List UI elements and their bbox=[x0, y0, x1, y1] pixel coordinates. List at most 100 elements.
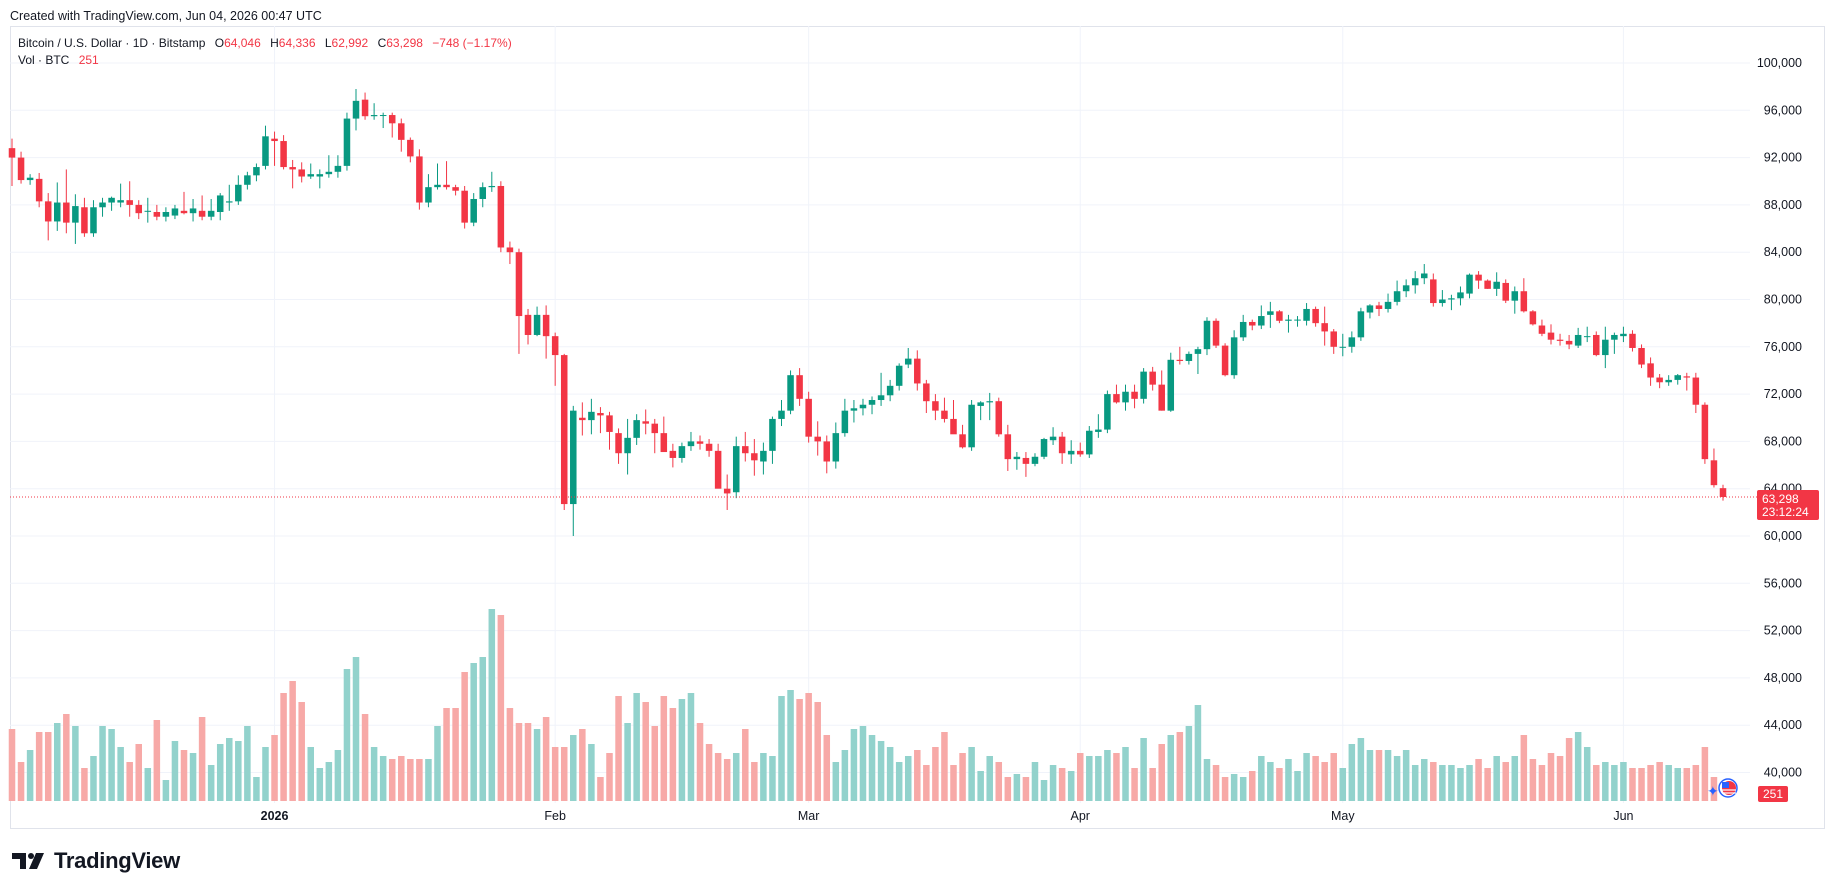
volume-bar bbox=[1502, 762, 1509, 801]
volume-bar bbox=[769, 756, 776, 801]
volume-bar bbox=[787, 690, 794, 801]
volume-bar bbox=[923, 765, 930, 801]
candle-body bbox=[81, 207, 88, 234]
flag-icon[interactable] bbox=[1718, 778, 1738, 798]
candle-body bbox=[1683, 376, 1691, 378]
volume-bar bbox=[968, 747, 975, 801]
volume-bar bbox=[832, 762, 840, 801]
volume-bar bbox=[1565, 738, 1573, 801]
candle-body bbox=[597, 413, 604, 416]
candle-body bbox=[1411, 278, 1419, 286]
candle-body bbox=[1692, 377, 1700, 405]
volume-bar bbox=[99, 726, 106, 801]
volume-bar bbox=[8, 729, 16, 801]
volume-bar bbox=[1022, 777, 1030, 801]
candle-body bbox=[189, 208, 197, 214]
volume-bar bbox=[778, 696, 785, 801]
volume-bar bbox=[126, 762, 133, 801]
candle-body bbox=[760, 450, 767, 462]
time-tick-label: Feb bbox=[544, 809, 566, 823]
candle-body bbox=[1593, 334, 1600, 356]
candle-body bbox=[1058, 436, 1066, 454]
candle-body bbox=[796, 375, 803, 399]
volume-bar bbox=[1638, 768, 1645, 801]
volume-value: 251 bbox=[78, 53, 99, 67]
candle-body bbox=[416, 156, 423, 203]
volume-bar bbox=[35, 732, 43, 801]
volume-bar bbox=[1448, 765, 1455, 801]
candle-body bbox=[542, 314, 550, 337]
volume-bar bbox=[1611, 765, 1618, 801]
price-tick-label: 48,000 bbox=[1764, 671, 1802, 685]
volume-bar bbox=[388, 759, 396, 801]
volume-bar bbox=[434, 726, 441, 801]
candle-body bbox=[54, 202, 61, 222]
candle-body bbox=[1140, 371, 1147, 399]
last-price-label: 63,298 bbox=[1762, 492, 1799, 506]
candle-body bbox=[1511, 291, 1519, 301]
candle-body bbox=[886, 385, 894, 396]
candle-body bbox=[895, 365, 903, 386]
volume-bar bbox=[524, 723, 532, 801]
candle-body bbox=[606, 415, 613, 432]
candle-body bbox=[1574, 334, 1582, 346]
volume-bar bbox=[615, 696, 622, 801]
candle-body bbox=[1710, 460, 1718, 486]
candle-body bbox=[651, 423, 659, 434]
candle-body bbox=[615, 433, 622, 454]
candle-body bbox=[1656, 377, 1663, 383]
candle-body bbox=[307, 174, 315, 177]
candle-body bbox=[859, 404, 867, 409]
volume-bar bbox=[90, 756, 97, 801]
volume-label[interactable]: Vol · BTC bbox=[18, 53, 70, 67]
tradingview-logo-icon bbox=[12, 853, 44, 869]
candle-body bbox=[226, 201, 233, 203]
price-tick-label: 44,000 bbox=[1764, 718, 1802, 732]
volume-bar bbox=[280, 693, 287, 801]
volume-bar bbox=[551, 747, 559, 801]
volume-bar bbox=[1484, 768, 1491, 801]
volume-row: Vol · BTC 251 bbox=[18, 52, 512, 69]
open-key: O bbox=[214, 36, 225, 50]
candle-body bbox=[732, 446, 740, 493]
tradingview-logo[interactable]: TradingView bbox=[12, 848, 180, 874]
volume-bar bbox=[886, 747, 894, 801]
candle-body bbox=[1602, 339, 1609, 356]
volume-bar bbox=[932, 747, 939, 801]
candle-body bbox=[72, 206, 79, 223]
price-tick-label: 52,000 bbox=[1764, 624, 1802, 638]
sparkle-icon[interactable]: ✦ bbox=[1707, 783, 1719, 799]
volume-bar bbox=[1583, 747, 1591, 801]
candle-body bbox=[1366, 305, 1374, 313]
volume-bar bbox=[1402, 750, 1410, 801]
volume-bar bbox=[1058, 768, 1066, 801]
symbol-label[interactable]: Bitcoin / U.S. Dollar · 1D · Bitstamp bbox=[18, 36, 206, 50]
volume-bar bbox=[1285, 759, 1292, 801]
candle-body bbox=[207, 210, 215, 217]
close-value: 63,298 bbox=[386, 36, 423, 50]
time-tick-label: May bbox=[1331, 809, 1355, 823]
volume-bar bbox=[796, 699, 803, 801]
volume-bar bbox=[1511, 756, 1519, 801]
volume-bar bbox=[1086, 756, 1093, 801]
volume-bar bbox=[950, 765, 957, 801]
volume-bar bbox=[895, 762, 903, 801]
volume-bar bbox=[914, 750, 921, 801]
candle-body bbox=[1357, 311, 1365, 338]
volume-bar bbox=[1004, 777, 1012, 801]
volume-bar bbox=[1393, 756, 1401, 801]
volume-bar bbox=[814, 702, 821, 801]
candle-body bbox=[361, 99, 369, 117]
volume-bar bbox=[235, 741, 242, 801]
candle-body bbox=[434, 184, 441, 188]
candle-body bbox=[1402, 285, 1410, 292]
candle-body bbox=[316, 174, 324, 177]
volume-bar bbox=[135, 744, 142, 801]
candle-body bbox=[1538, 325, 1546, 334]
volume-bar bbox=[44, 732, 52, 801]
candle-body bbox=[1547, 332, 1555, 340]
candle-body bbox=[959, 434, 966, 448]
volume-bar bbox=[560, 747, 568, 801]
candle-body bbox=[1158, 384, 1165, 411]
